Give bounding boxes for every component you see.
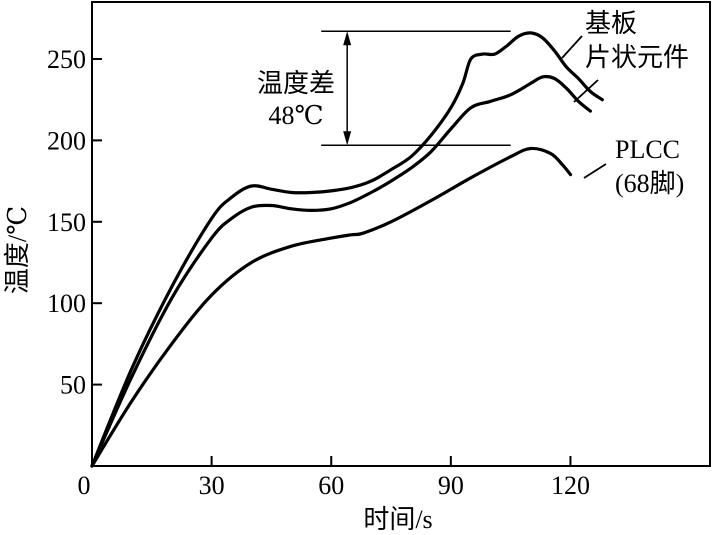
temperature-difference-annotation: 温度差 48℃ [257,30,511,147]
annotation-label-line2: 48℃ [268,101,323,130]
x-tick-label: 30 [199,471,225,500]
plot-border [91,1,711,467]
plot-frame [91,1,711,467]
annotation-label-line1: 温度差 [257,69,335,98]
annotation-arrow-head-down [343,131,352,146]
series-label-0: 基板 [585,9,637,38]
series-line-2 [90,146,573,468]
x-tick-label: 90 [438,471,464,500]
series-group [90,31,604,468]
y-tick-label: 50 [60,371,86,400]
series-line-1 [90,74,592,468]
y-tick-label: 100 [47,289,86,318]
series-line-0 [90,31,604,468]
x-tick-label: 60 [318,471,344,500]
series-label-1: 片状元件 [585,43,689,72]
y-tick-label: 250 [47,45,86,74]
series-leader-0 [561,35,583,59]
x-tick-label: 120 [551,471,590,500]
x-axis-ticks: 0 30 60 90 120 [78,456,590,500]
x-axis-label: 时间/s [363,505,432,534]
series-label-3: (68脚) [615,169,684,198]
y-tick-label: 150 [47,208,86,237]
y-axis-ticks: 50 100 150 200 250 [47,45,102,400]
series-label-2: PLCC [615,135,680,164]
y-axis-label: 温度/℃ [3,206,32,294]
annotation-arrow-head-up [343,31,352,46]
series-leader-2 [583,163,607,179]
y-tick-label: 200 [47,126,86,155]
x-tick-label: 0 [78,471,91,500]
series-leader-1 [573,79,599,103]
